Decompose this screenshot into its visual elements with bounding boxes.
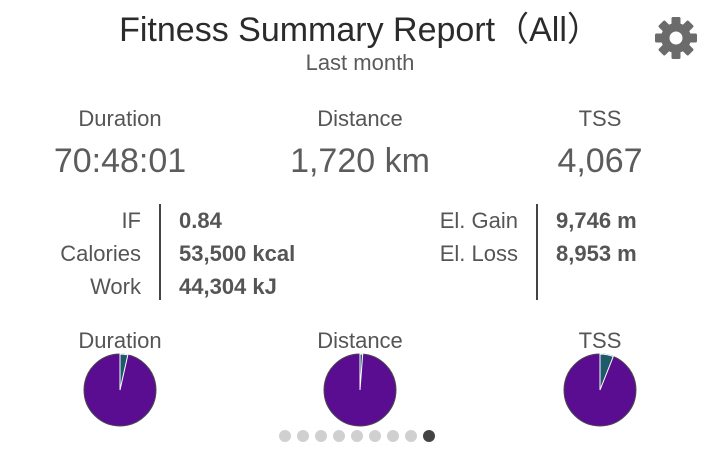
page-dot[interactable] (387, 430, 399, 442)
detail-calories-value: 53,500 kcal (179, 241, 296, 266)
pie-duration-slice (119, 353, 129, 391)
stat-distance-label: Distance (317, 106, 403, 131)
pie-distance-label: Distance (317, 328, 403, 353)
period-subtitle: Last month (305, 50, 415, 75)
stat-distance-value: 1,720 km (290, 142, 430, 180)
stat-duration-label: Duration (78, 106, 162, 131)
detail-if-label: IF (121, 208, 141, 233)
page-dot[interactable] (351, 430, 363, 442)
page-dot[interactable] (315, 430, 327, 442)
page-dot[interactable] (333, 430, 345, 442)
details-left-labels: IF Calories Work (20, 204, 141, 303)
stat-tss: TSS 4,067 (480, 105, 720, 181)
page-indicator (279, 430, 435, 442)
pie-tss-block: TSS (480, 327, 720, 355)
pie-distance-chart (323, 353, 397, 427)
page-dot[interactable] (369, 430, 381, 442)
pie-duration-chart (83, 353, 157, 427)
page-title: Fitness Summary Report（All） (119, 11, 601, 49)
page-dot[interactable] (405, 430, 417, 442)
stat-distance: Distance 1,720 km (240, 105, 480, 181)
pie-duration-block: Duration (0, 327, 240, 355)
pie-tss-chart (563, 353, 637, 427)
stat-tss-label: TSS (578, 106, 622, 131)
details-right-divider (536, 204, 538, 300)
details-right-labels: El. Gain El. Loss (380, 204, 518, 270)
detail-el-gain-label: El. Gain (439, 208, 518, 233)
detail-if-value: 0.84 (179, 208, 222, 233)
page-dot[interactable] (423, 430, 435, 442)
gear-icon (655, 17, 697, 59)
detail-work-value: 44,304 kJ (179, 274, 277, 299)
stat-tss-value: 4,067 (557, 142, 643, 180)
detail-work-label: Work (90, 274, 141, 299)
details-left-values: 0.84 53,500 kcal 44,304 kJ (179, 204, 379, 303)
pie-distance-block: Distance (240, 327, 480, 355)
pie-distance-slice (359, 353, 364, 391)
details-right-values: 9,746 m 8,953 m (556, 204, 706, 270)
detail-calories-label: Calories (60, 241, 141, 266)
page-dot[interactable] (279, 430, 291, 442)
settings-button[interactable] (652, 14, 700, 62)
pie-duration-label: Duration (78, 328, 162, 353)
stat-duration-value: 70:48:01 (53, 142, 187, 180)
page-dot[interactable] (297, 430, 309, 442)
detail-el-loss-value: 8,953 m (556, 241, 637, 266)
details-left-divider (159, 204, 161, 300)
detail-el-gain-value: 9,746 m (556, 208, 637, 233)
pie-tss-slice (599, 353, 614, 391)
pie-tss-label: TSS (578, 328, 622, 353)
stat-duration: Duration 70:48:01 (0, 105, 240, 181)
detail-el-loss-label: El. Loss (439, 241, 518, 266)
